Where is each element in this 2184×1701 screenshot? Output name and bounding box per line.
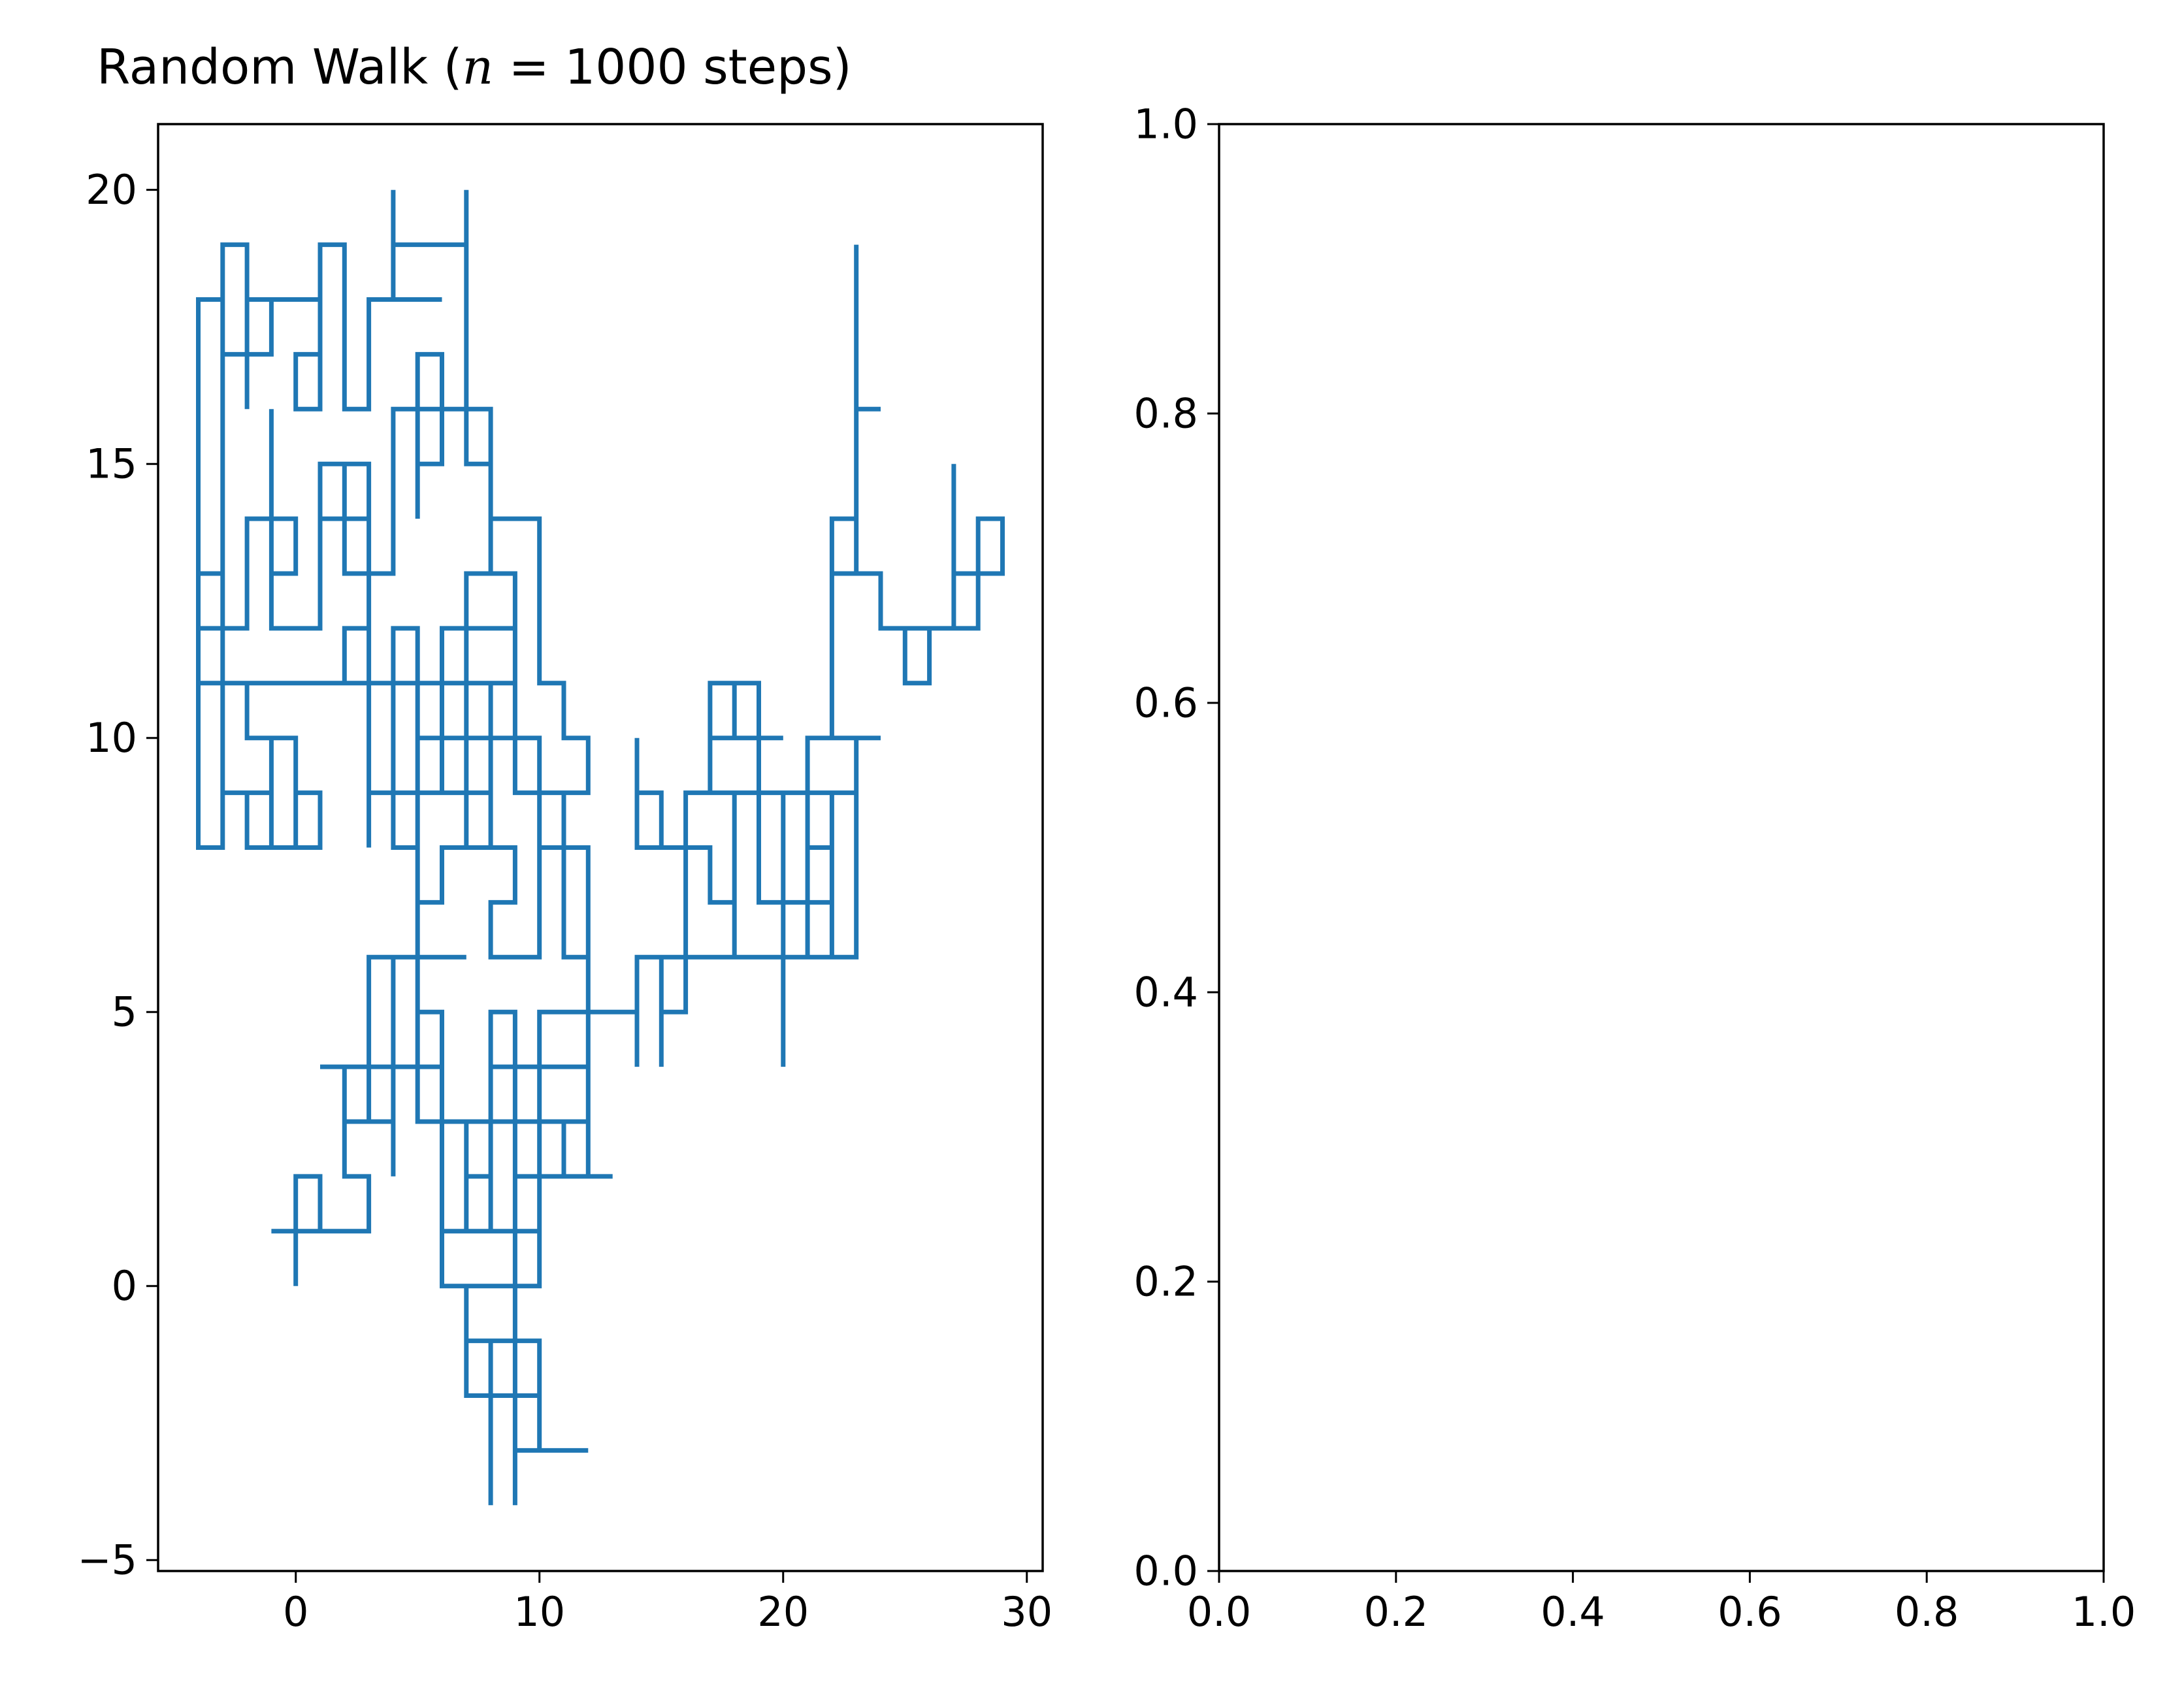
y-tick-label: 10: [86, 714, 137, 762]
y-tick-label: 0.4: [1133, 969, 1198, 1016]
x-tick-label: 1.0: [2072, 1588, 2136, 1636]
title-variable: n: [462, 39, 493, 95]
title-prefix: Random Walk (: [97, 39, 462, 95]
axes-left-random-walk: 0 10 20 30 20 15 10 5 0 −5: [78, 123, 1052, 1636]
title-equals: =: [493, 39, 564, 95]
title-suffix: steps): [688, 39, 852, 95]
axes-frame: [1218, 123, 2105, 1572]
y-tick-label: 1.0: [1133, 101, 1198, 148]
x-tick-label: 0: [283, 1588, 308, 1636]
y-tick-label: −5: [78, 1536, 137, 1584]
axes-right-empty: 0.0 0.2 0.4 0.6 0.8 1.0 1.0 0.8 0.6 0.4 0.2 0.0: [1133, 101, 2136, 1636]
y-tick-label: 0.0: [1133, 1547, 1198, 1595]
x-tick-label: 0.6: [1718, 1588, 1782, 1636]
x-tick-label: 0.0: [1187, 1588, 1252, 1636]
x-tick-label: 10: [513, 1588, 565, 1636]
y-tick-label: 0.8: [1133, 390, 1198, 438]
random-walk-line: [196, 189, 1005, 1506]
y-tick-label: 20: [86, 166, 137, 214]
chart-title-left: Random Walk (n = 1000 steps): [97, 39, 852, 95]
y-tick-label: 5: [112, 988, 137, 1036]
x-tick-label: 0.8: [1895, 1588, 1959, 1636]
x-tick-label: 0.2: [1363, 1588, 1428, 1636]
title-count: 1000: [564, 39, 687, 95]
x-tick-label: 20: [757, 1588, 809, 1636]
y-tick-label: 0: [112, 1262, 137, 1310]
x-tick-label: 30: [1001, 1588, 1052, 1636]
axes-frame: [157, 123, 1044, 1572]
y-tick-label: 0.2: [1133, 1258, 1198, 1306]
y-tick-label: 0.6: [1133, 679, 1198, 727]
x-tick-label: 0.4: [1540, 1588, 1605, 1636]
y-tick-label: 15: [86, 440, 137, 488]
